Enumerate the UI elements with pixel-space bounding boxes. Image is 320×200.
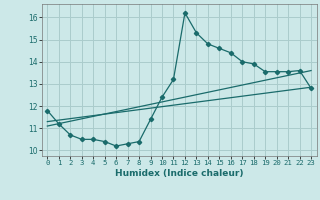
X-axis label: Humidex (Indice chaleur): Humidex (Indice chaleur) [115, 169, 244, 178]
